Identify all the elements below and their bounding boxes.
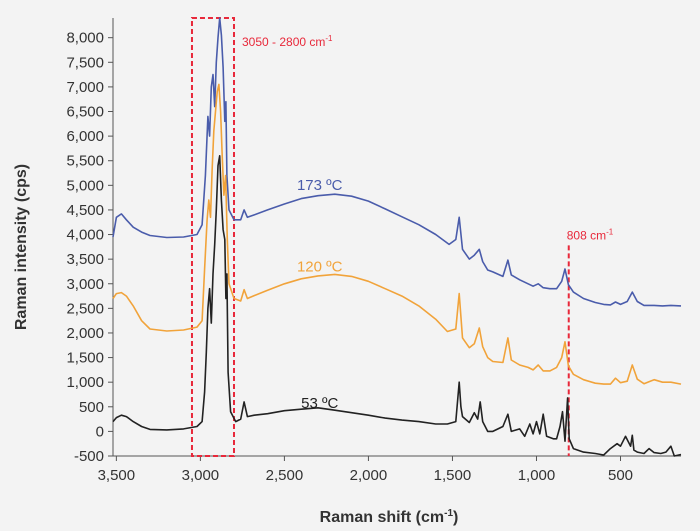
y-tick-label: 2,000	[66, 325, 104, 342]
y-tick-label: 5,500	[66, 153, 104, 170]
x-tick-label: 2,000	[350, 467, 388, 484]
series-line-1	[112, 83, 682, 385]
x-tick-label: 500	[608, 467, 633, 484]
y-tick-label: 4,000	[66, 227, 104, 244]
y-tick-label: 6,000	[66, 128, 104, 145]
x-tick-label: 1,000	[518, 467, 556, 484]
marker-line-label: 808 cm-1	[567, 227, 614, 242]
y-tick-label: 500	[79, 399, 104, 416]
axes: 8,000 7,500 7,000 6,500 6,000 5,500 5,000 4,500…	[13, 18, 681, 526]
labels-layer: 173 ºC 120 ºC 53 ºC	[297, 177, 343, 412]
x-tick-label: 3,000	[182, 467, 220, 484]
series-label-0: 173 ºC	[297, 177, 343, 194]
series-line-0	[112, 17, 682, 307]
y-tick-label: 6,500	[66, 104, 104, 121]
x-axis-title: Raman shift (cm-1)	[320, 508, 459, 526]
y-tick-label: 0	[96, 423, 104, 440]
series-label-1: 120 ºC	[297, 258, 343, 275]
series-layer	[112, 17, 682, 457]
x-tick-label: 2,500	[266, 467, 304, 484]
y-tick-label: -500	[74, 448, 104, 465]
x-tick-label: 1,500	[434, 467, 472, 484]
y-tick-label: 3,500	[66, 251, 104, 268]
y-tick-label: 7,500	[66, 54, 104, 71]
y-tick-label: 7,000	[66, 79, 104, 96]
y-tick-label: 5,000	[66, 177, 104, 194]
y-tick-label: 3,000	[66, 276, 104, 293]
y-axis-title: Raman intensity (cps)	[13, 164, 30, 330]
y-tick-label: 8,000	[66, 30, 104, 47]
series-label-2: 53 ºC	[301, 395, 338, 412]
highlight-box-label: 3050 - 2800 cm-1	[242, 34, 333, 49]
annotations: 3050 - 2800 cm-1 808 cm-1	[190, 17, 614, 457]
x-tick-label: 3,500	[98, 467, 136, 484]
y-tick-label: 2,500	[66, 300, 104, 317]
y-tick-label: 4,500	[66, 202, 104, 219]
y-tick-label: 1,000	[66, 374, 104, 391]
y-tick-label: 1,500	[66, 350, 104, 367]
series-line-2	[112, 155, 682, 457]
